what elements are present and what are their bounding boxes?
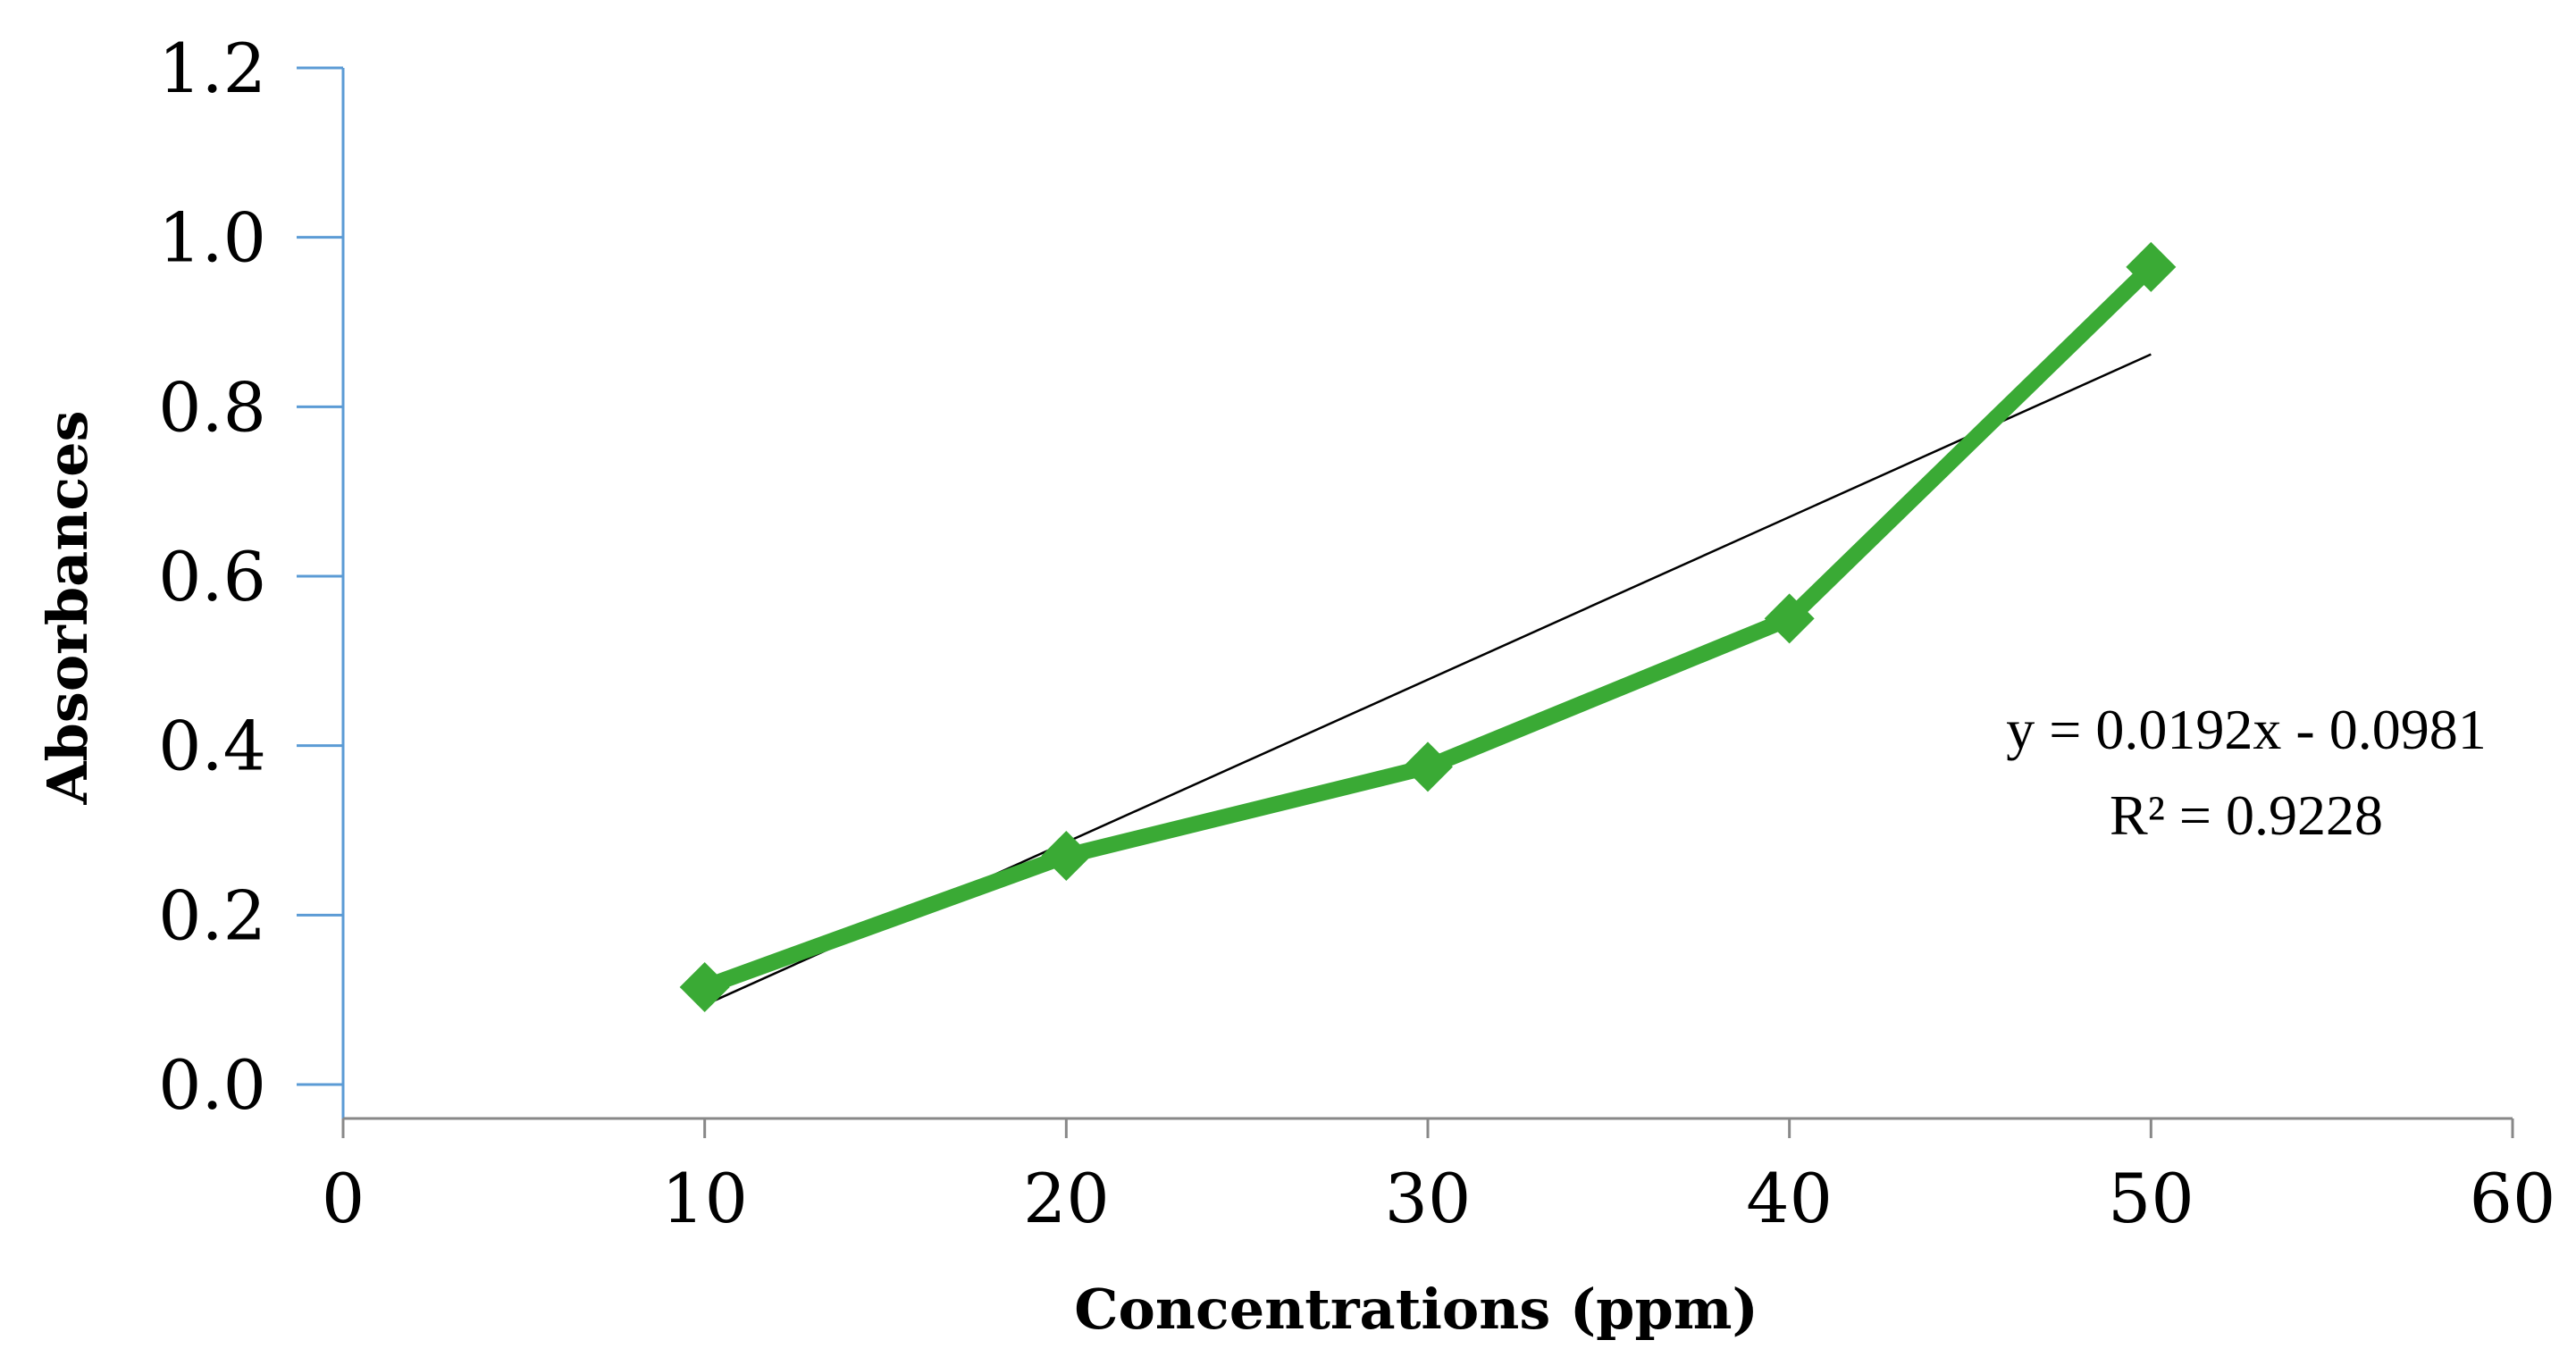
- x-axis-title: Concentrations (ppm): [1074, 1277, 1758, 1342]
- x-tick-label: 40: [1746, 1159, 1833, 1238]
- y-axis-title: Absorbances: [35, 410, 100, 805]
- data-series: [679, 241, 2177, 1012]
- data-point: [1041, 830, 1092, 881]
- y-tick-label: 1.2: [158, 29, 266, 108]
- data-point: [1403, 741, 1453, 792]
- x-tick-label: 0: [322, 1159, 365, 1238]
- y-tick-label: 0.2: [158, 875, 266, 955]
- x-tick-label: 20: [1023, 1159, 1110, 1238]
- series-line: [696, 258, 2160, 995]
- x-tick-label: 60: [2470, 1159, 2556, 1238]
- data-point: [679, 961, 730, 1012]
- y-tick-label: 0.4: [158, 707, 266, 786]
- data-point: [1764, 593, 1815, 644]
- y-tick-label: 1.0: [158, 198, 266, 278]
- x-tick-label: 10: [661, 1159, 748, 1238]
- trendline-r-squared: R² = 0.9228: [2110, 783, 2383, 847]
- y-tick-label: 0.8: [158, 367, 266, 447]
- tick-labels: 0.0 0.2 0.4 0.6 0.8 1.0 1.2 0 10 20 30 40 50 60: [158, 29, 2555, 1238]
- trendline-equation: y = 0.0192x - 0.0981: [2006, 698, 2486, 761]
- x-tick-label: 30: [1385, 1159, 1472, 1238]
- y-tick-label: 0.6: [158, 537, 266, 616]
- axes: [297, 66, 2514, 1138]
- x-tick-label: 50: [2108, 1159, 2194, 1238]
- data-point: [2126, 241, 2177, 292]
- y-tick-label: 0.0: [158, 1045, 266, 1125]
